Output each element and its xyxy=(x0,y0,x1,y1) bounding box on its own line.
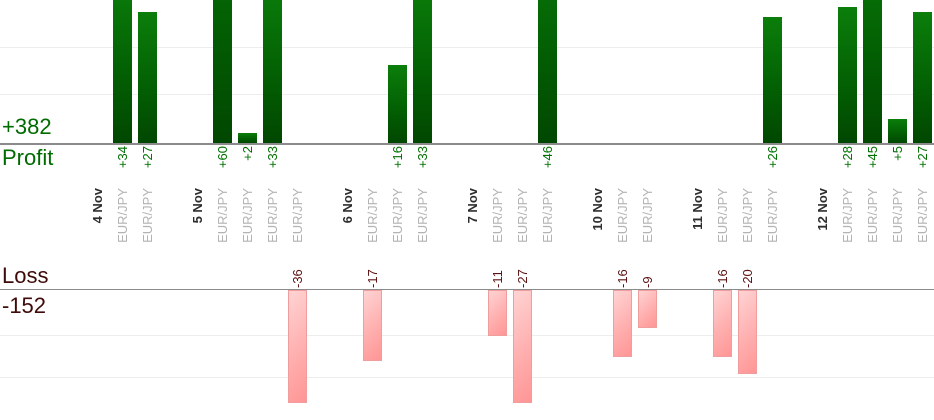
profit-value-label: +26 xyxy=(764,146,780,169)
loss-value-label: -36 xyxy=(289,269,305,288)
profit-total: +382 xyxy=(2,114,52,139)
symbol-label: EUR/JPY xyxy=(239,188,255,243)
symbol-label: EUR/JPY xyxy=(414,188,430,243)
loss-value-label: -27 xyxy=(514,269,530,288)
loss-total: -152 xyxy=(2,293,47,318)
symbol-label: EUR/JPY xyxy=(364,188,380,243)
symbol-label: EUR/JPY xyxy=(139,188,155,243)
profit-value-label: +27 xyxy=(914,146,930,169)
date-label: 7 Nov xyxy=(464,188,480,224)
profit-value-label: +34 xyxy=(114,146,130,169)
loss-bar xyxy=(713,290,732,357)
profit-value-label: +33 xyxy=(414,146,430,169)
profit-bar xyxy=(863,0,882,143)
symbol-label: EUR/JPY xyxy=(264,188,280,243)
symbol-label: EUR/JPY xyxy=(289,188,305,243)
profit-value-label: +28 xyxy=(839,146,855,169)
loss-axis-label: Loss xyxy=(2,263,49,288)
profit-value-label: +45 xyxy=(864,146,880,169)
symbol-label: EUR/JPY xyxy=(514,188,530,243)
symbol-label: EUR/JPY xyxy=(489,188,505,243)
loss-gridline xyxy=(0,335,934,336)
profit-bar xyxy=(263,0,282,143)
profit-bar xyxy=(238,133,257,143)
date-label: 6 Nov xyxy=(339,188,355,224)
symbol-label: EUR/JPY xyxy=(839,188,855,243)
profit-bar xyxy=(413,0,432,143)
profit-value-label: +5 xyxy=(889,146,905,161)
profit-axis-label: Profit xyxy=(2,145,54,170)
symbol-label: EUR/JPY xyxy=(114,188,130,243)
profit-bar xyxy=(138,12,157,143)
loss-axis-line xyxy=(0,289,934,290)
symbol-label: EUR/JPY xyxy=(639,188,655,243)
profit-bar xyxy=(838,7,857,143)
loss-value-label: -9 xyxy=(639,276,655,288)
symbol-label: EUR/JPY xyxy=(864,188,880,243)
loss-value-label: -17 xyxy=(364,269,380,288)
loss-bar xyxy=(288,290,307,403)
profit-value-label: +60 xyxy=(214,146,230,169)
profit-value-label: +16 xyxy=(389,146,405,169)
profit-bar xyxy=(538,0,557,143)
symbol-label: EUR/JPY xyxy=(739,188,755,243)
date-label: 10 Nov xyxy=(589,188,605,231)
symbol-label: EUR/JPY xyxy=(914,188,930,243)
profit-value-label: +46 xyxy=(539,146,555,169)
profit-bar xyxy=(388,65,407,143)
loss-bar xyxy=(738,290,757,374)
loss-bar xyxy=(488,290,507,336)
profit-gridline xyxy=(0,47,934,48)
loss-value-label: -20 xyxy=(739,269,755,288)
date-label: 5 Nov xyxy=(189,188,205,224)
profit-value-label: +27 xyxy=(139,146,155,169)
profit-bar xyxy=(213,0,232,143)
loss-bar xyxy=(638,290,657,328)
loss-bar xyxy=(363,290,382,361)
loss-value-label: -16 xyxy=(714,269,730,288)
profit-bar xyxy=(888,119,907,143)
loss-bar xyxy=(513,290,532,403)
profit-value-label: +33 xyxy=(264,146,280,169)
symbol-label: EUR/JPY xyxy=(764,188,780,243)
profit-bar xyxy=(913,12,932,143)
loss-value-label: -16 xyxy=(614,269,630,288)
profit-value-label: +2 xyxy=(239,146,255,161)
loss-bar xyxy=(613,290,632,357)
profit-plot xyxy=(0,0,934,145)
loss-gridline xyxy=(0,377,934,378)
date-label: 11 Nov xyxy=(689,188,705,230)
date-label: 4 Nov xyxy=(89,188,105,224)
date-label: 12 Nov xyxy=(814,188,830,231)
symbol-label: EUR/JPY xyxy=(614,188,630,243)
loss-plot xyxy=(0,290,934,405)
profit-gridline xyxy=(0,94,934,95)
symbol-label: EUR/JPY xyxy=(214,188,230,243)
symbol-label: EUR/JPY xyxy=(889,188,905,243)
symbol-label: EUR/JPY xyxy=(539,188,555,243)
profit-bar xyxy=(763,17,782,143)
symbol-label: EUR/JPY xyxy=(714,188,730,243)
loss-value-label: -11 xyxy=(489,270,505,288)
profit-bar xyxy=(113,0,132,143)
symbol-label: EUR/JPY xyxy=(389,188,405,243)
